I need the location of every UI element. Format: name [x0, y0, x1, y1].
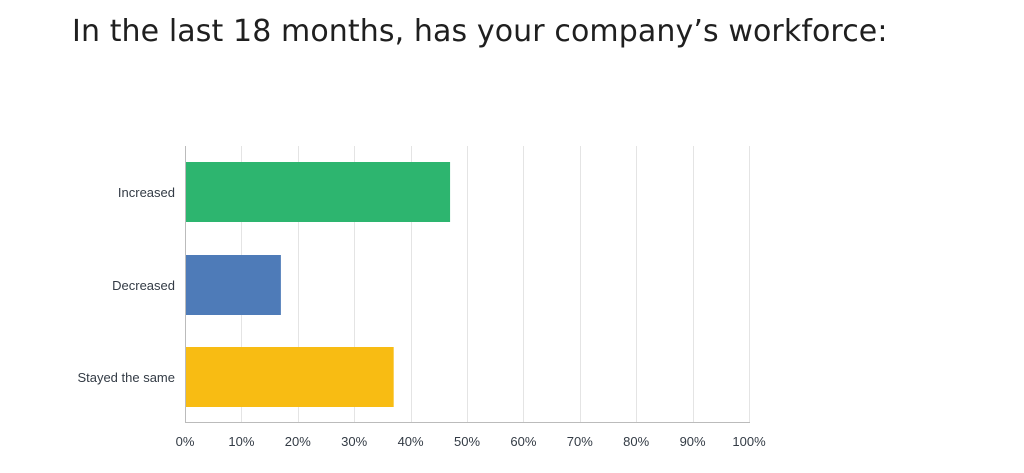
category-labels: Increased Decreased Stayed the same	[77, 185, 175, 385]
x-tick-label-30: 30%	[341, 434, 367, 449]
bar-stayed-the-same	[185, 347, 394, 407]
category-label-increased: Increased	[118, 185, 175, 200]
x-tick-label-40: 40%	[398, 434, 424, 449]
x-tick-label-80: 80%	[623, 434, 649, 449]
category-label-stayed-the-same: Stayed the same	[77, 370, 175, 385]
x-tick-label-70: 70%	[567, 434, 593, 449]
bar-increased	[185, 162, 451, 222]
bars	[185, 162, 451, 407]
x-tick-label-100: 100%	[732, 434, 766, 449]
x-tick-label-50: 50%	[454, 434, 480, 449]
x-tick-label-20: 20%	[285, 434, 311, 449]
x-tick-label-90: 90%	[680, 434, 706, 449]
x-tick-label-60: 60%	[510, 434, 536, 449]
x-tick-label-10: 10%	[228, 434, 254, 449]
category-label-decreased: Decreased	[112, 278, 175, 293]
x-tick-labels: 0% 10% 20% 30% 40% 50% 60% 70% 80% 90% 100%	[176, 434, 766, 449]
x-tick-label-0: 0%	[176, 434, 195, 449]
chart-title: In the last 18 months, has your company’…	[72, 14, 888, 49]
axes	[185, 146, 750, 423]
bar-decreased	[185, 255, 281, 315]
